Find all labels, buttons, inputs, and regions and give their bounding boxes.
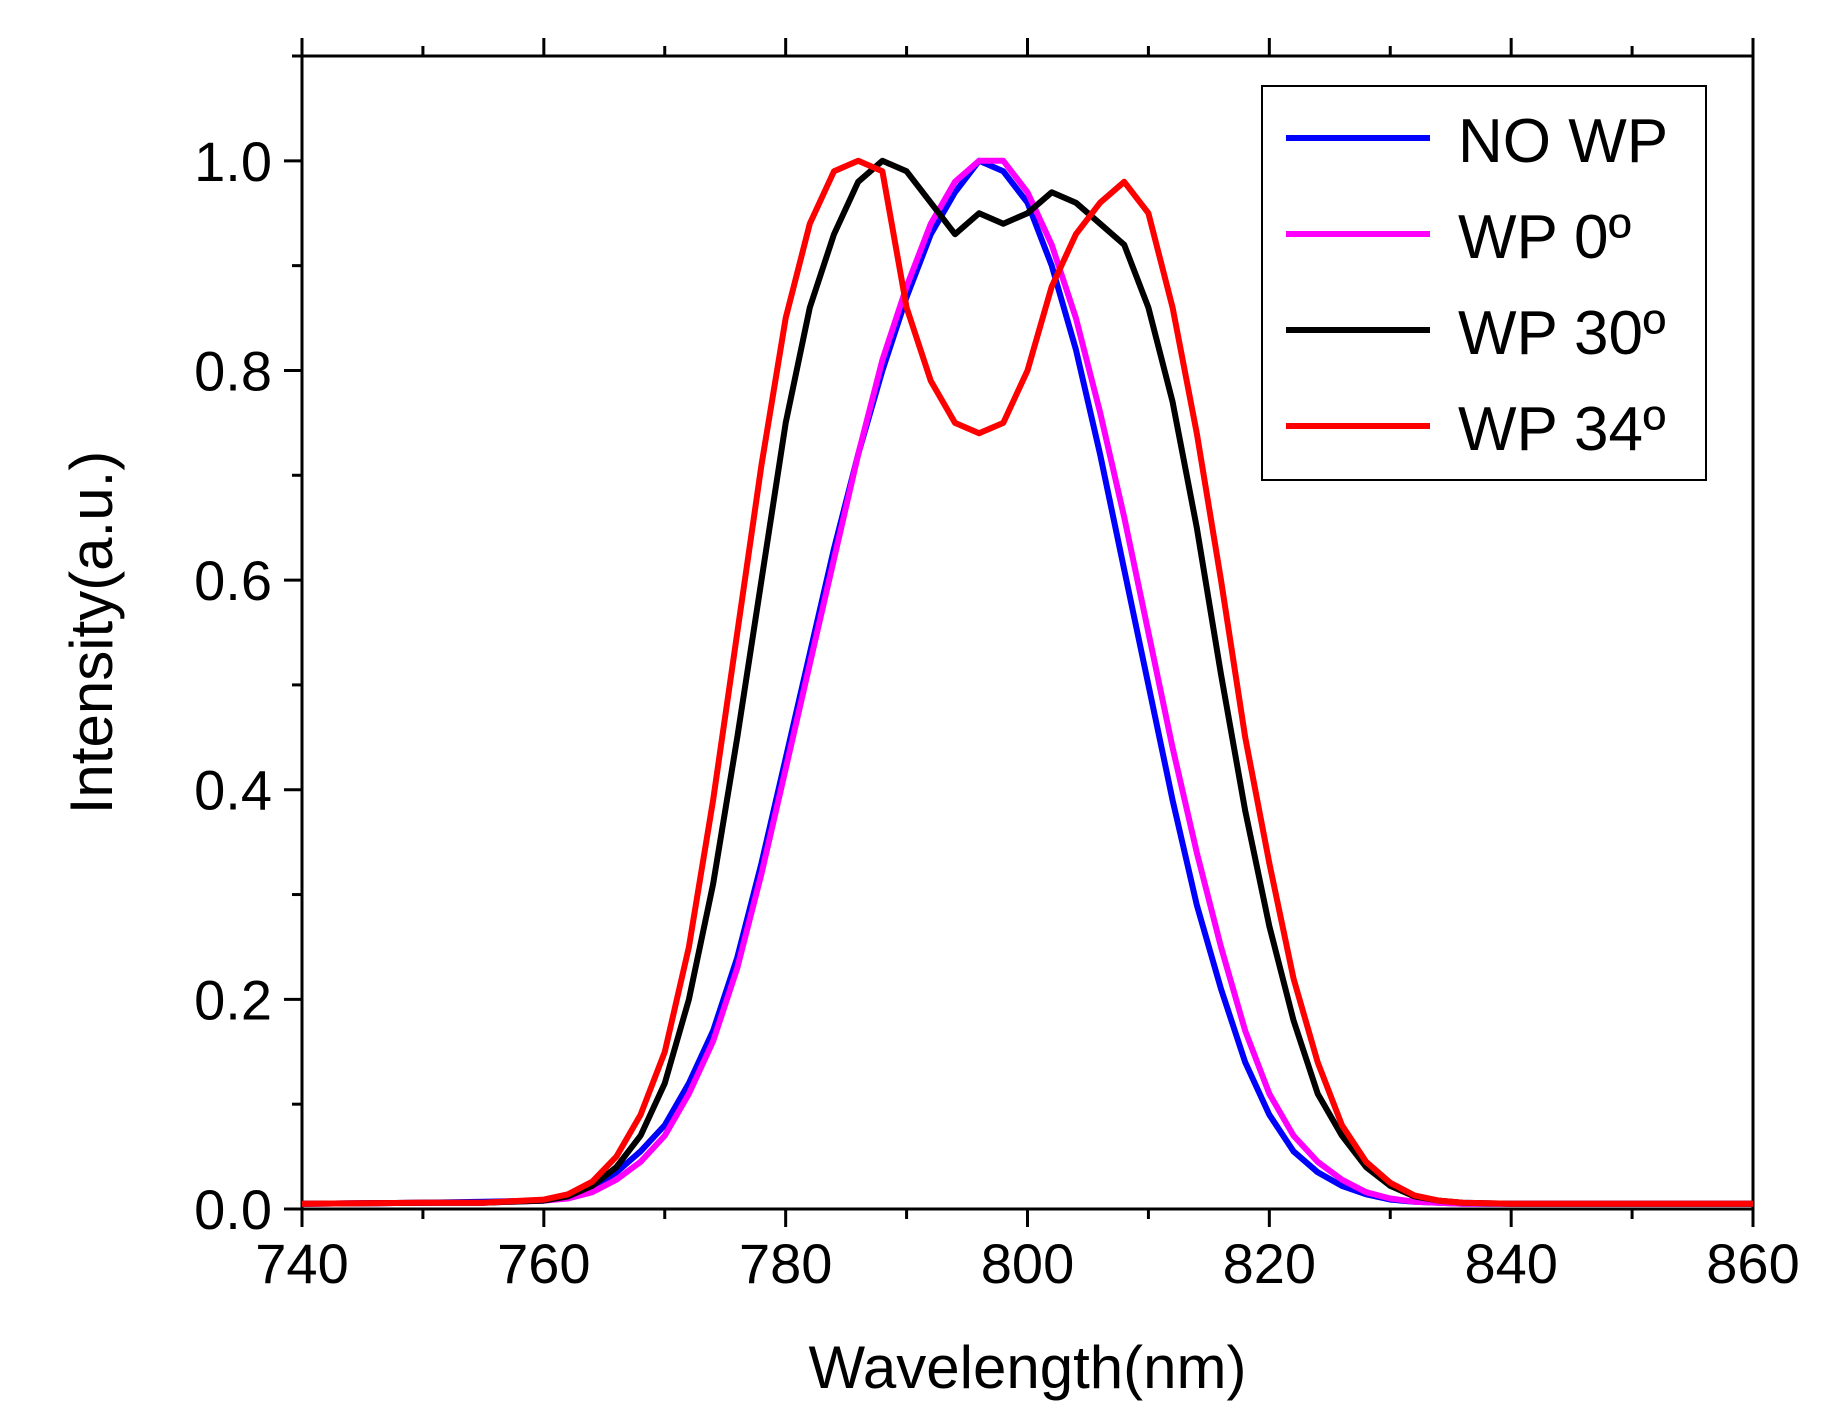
y-tick-label: 0.4	[194, 759, 272, 822]
series-line-2	[301, 157, 1753, 1207]
legend-label: WP 30º	[1458, 299, 1666, 368]
x-tick-label: 800	[981, 1232, 1074, 1295]
y-axis-title: Intensity(a.u.)	[58, 451, 125, 815]
series-line-3	[301, 157, 1753, 1207]
series-line-1	[301, 157, 1753, 1207]
y-tick-label: 0.0	[194, 1178, 272, 1241]
x-tick-label: 820	[1223, 1232, 1316, 1295]
y-tick-label: 1.0	[194, 130, 272, 193]
y-tick-label: 0.6	[194, 549, 272, 612]
x-tick-label: 860	[1706, 1232, 1799, 1295]
legend: NO WP WP 0º WP 30º WP 34º	[1261, 85, 1707, 481]
y-axis: 0.0 0.2 0.4 0.6 0.8 1.0	[194, 54, 302, 1241]
legend-box	[1261, 85, 1707, 481]
series-lines	[301, 157, 1753, 1207]
x-tick-label: 780	[739, 1232, 832, 1295]
x-axis: 740 760 780 800 820 840 860	[255, 38, 1800, 1295]
legend-label: NO WP	[1458, 107, 1668, 176]
series-line-0	[301, 157, 1753, 1207]
y-tick-label: 0.2	[194, 968, 272, 1031]
legend-label: WP 0º	[1458, 203, 1631, 272]
legend-label: WP 34º	[1458, 395, 1666, 464]
x-tick-label: 740	[255, 1232, 348, 1295]
x-axis-title: Wavelength(nm)	[809, 1334, 1247, 1401]
x-tick-label: 760	[497, 1232, 590, 1295]
y-tick-label: 0.8	[194, 339, 272, 402]
x-tick-label: 840	[1464, 1232, 1557, 1295]
